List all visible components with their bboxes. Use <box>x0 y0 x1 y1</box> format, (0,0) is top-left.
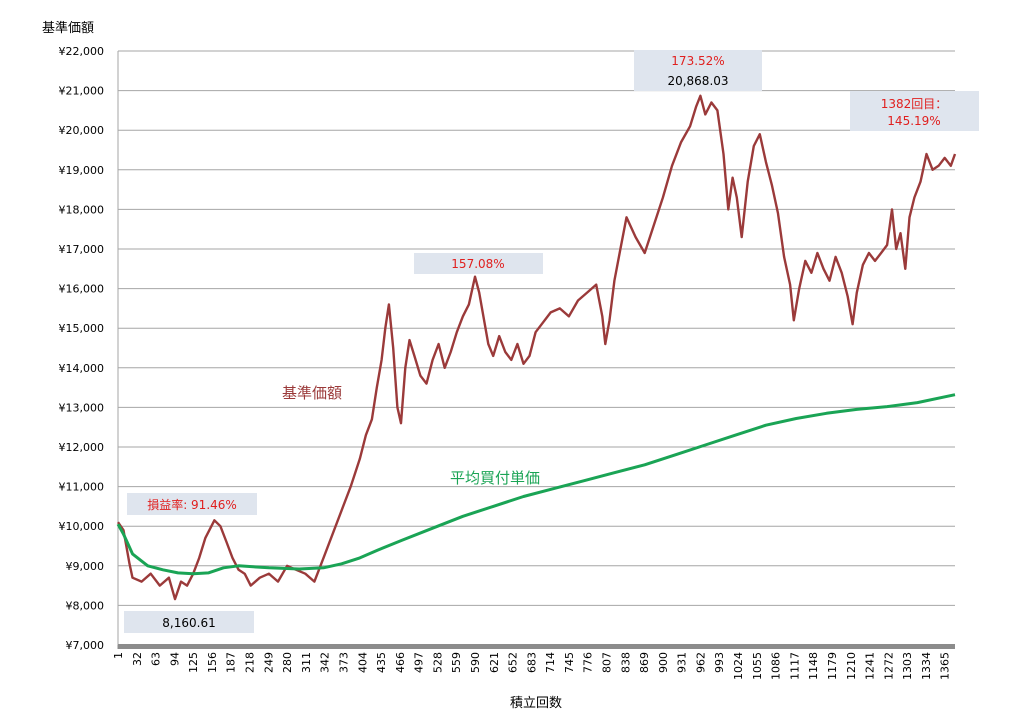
x-tick-label: 683 <box>525 652 538 673</box>
x-tick-label: 590 <box>469 652 482 673</box>
svg-text:1382回目：: 1382回目： <box>881 97 948 111</box>
series-lines <box>116 94 957 601</box>
x-tick-label: 63 <box>150 652 163 666</box>
x-tick-label: 1210 <box>845 652 858 680</box>
x-tick-label: 1117 <box>788 652 801 680</box>
x-tick-label: 1179 <box>826 652 839 680</box>
x-tick-label: 1024 <box>732 652 745 680</box>
x-tick-label: 373 <box>337 652 350 673</box>
x-tick-label: 218 <box>244 652 257 673</box>
y-tick-label: ¥16,000 <box>59 283 105 296</box>
x-tick-label: 652 <box>507 652 520 673</box>
x-tick-label: 435 <box>375 652 388 673</box>
y-tick-label: ¥10,000 <box>59 520 105 533</box>
callout-final: 1382回目： 145.19% <box>850 91 979 131</box>
x-tick-label: 1086 <box>770 652 783 680</box>
svg-text:20,868.03: 20,868.03 <box>667 74 728 88</box>
callout-peak: 173.52% 20,868.03 <box>634 50 762 91</box>
x-tick-label: 280 <box>281 652 294 673</box>
y-tick-label: ¥18,000 <box>59 203 105 216</box>
y-tick-label: ¥12,000 <box>59 441 105 454</box>
x-tick-label: 1272 <box>882 652 895 680</box>
x-tick-label: 1148 <box>807 652 820 680</box>
y-tick-label: ¥22,000 <box>59 45 105 58</box>
svg-text:145.19%: 145.19% <box>887 114 940 128</box>
x-tick-label: 1303 <box>901 652 914 680</box>
x-tick-labels: 1 32 63 94 125 156 187 218 249 280 311 342 373 404 435… <box>112 645 952 680</box>
series-label-avg-cost: 平均買付単価 <box>450 469 540 487</box>
callout-start-return: 損益率: 91.46% <box>127 493 257 515</box>
x-tick-label: 621 <box>488 652 501 673</box>
x-tick-label: 993 <box>713 652 726 673</box>
x-axis-title: 積立回数 <box>510 696 562 711</box>
svg-text:173.52%: 173.52% <box>671 54 724 68</box>
x-tick-label: 249 <box>262 652 275 673</box>
y-tick-label: ¥20,000 <box>59 124 105 137</box>
x-tick-label: 1365 <box>939 652 952 680</box>
y-tick-label: ¥7,000 <box>66 639 105 652</box>
x-tick-label: 838 <box>619 652 632 673</box>
y-tick-label: ¥8,000 <box>66 599 105 612</box>
series-label-nav: 基準価額 <box>282 384 342 402</box>
x-tick-label: 94 <box>168 652 181 666</box>
x-tick-label: 962 <box>694 652 707 673</box>
y-tick-label: ¥14,000 <box>59 362 105 375</box>
x-tick-label: 528 <box>431 652 444 673</box>
x-tick-label: 559 <box>450 652 463 673</box>
x-tick-label: 311 <box>300 652 313 673</box>
svg-text:8,160.61: 8,160.61 <box>162 616 215 630</box>
y-tick-labels: ¥7,000 ¥8,000 ¥9,000 ¥10,000 ¥11,000 ¥12,000 ¥… <box>59 45 105 652</box>
x-tick-label: 1 <box>112 652 125 659</box>
y-tick-label: ¥19,000 <box>59 164 105 177</box>
x-tick-label: 404 <box>356 652 369 673</box>
y-tick-label: ¥13,000 <box>59 401 105 414</box>
grid <box>117 50 955 646</box>
x-tick-label: 900 <box>657 652 670 673</box>
svg-text:損益率: 91.46%: 損益率: 91.46% <box>147 497 237 512</box>
y-tick-label: ¥9,000 <box>66 560 105 573</box>
x-tick-label: 776 <box>582 652 595 673</box>
x-axis-band <box>118 644 955 649</box>
x-tick-label: 32 <box>131 652 144 666</box>
x-tick-label: 1055 <box>751 652 764 680</box>
x-tick-label: 1334 <box>920 652 933 680</box>
x-tick-label: 931 <box>676 652 689 673</box>
y-tick-label: ¥21,000 <box>59 85 105 98</box>
x-tick-label: 714 <box>544 652 557 673</box>
x-tick-label: 869 <box>638 652 651 673</box>
series-line-avg-cost <box>116 393 956 576</box>
callout-mid-return: 157.08% <box>414 253 543 274</box>
y-tick-label: ¥15,000 <box>59 322 105 335</box>
x-tick-label: 342 <box>319 652 332 673</box>
x-tick-label: 466 <box>394 652 407 673</box>
x-tick-label: 125 <box>187 652 200 673</box>
y-tick-label: ¥17,000 <box>59 243 105 256</box>
series-line-nav <box>117 94 957 601</box>
x-tick-label: 156 <box>206 652 219 673</box>
x-tick-label: 497 <box>413 652 426 673</box>
y-axis-title: 基準価額 <box>42 20 94 36</box>
x-tick-label: 745 <box>563 652 576 673</box>
callout-min-value: 8,160.61 <box>124 611 254 633</box>
x-tick-label: 1241 <box>864 652 877 680</box>
x-tick-label: 187 <box>225 652 238 673</box>
x-tick-label: 807 <box>601 652 614 673</box>
y-tick-label: ¥11,000 <box>59 481 105 494</box>
svg-text:157.08%: 157.08% <box>451 257 504 271</box>
